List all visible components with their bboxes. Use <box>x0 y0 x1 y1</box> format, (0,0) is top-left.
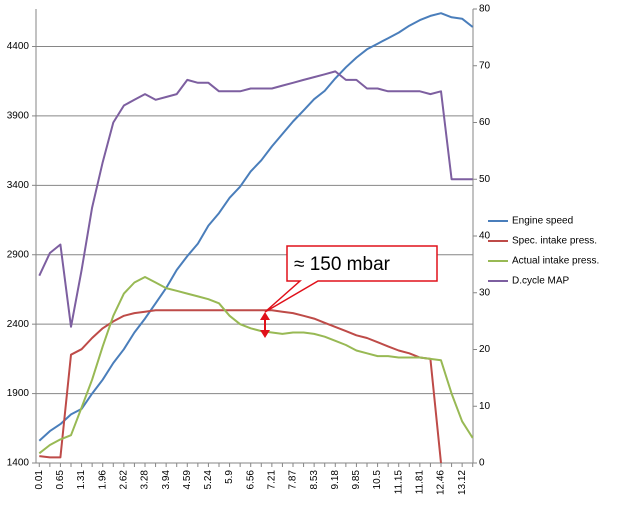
annotation-arrowheads <box>260 312 270 338</box>
series-line <box>38 70 473 328</box>
annotation-text: ≈ 150 mbar <box>294 254 391 275</box>
x-tick-label: 2.62 <box>118 470 129 490</box>
x-tick-label: 5.9 <box>224 470 235 484</box>
y2-tick-label: 40 <box>479 231 491 242</box>
x-tick-label: 1.96 <box>97 470 108 490</box>
y2-tick-label: 70 <box>479 60 491 71</box>
x-tick-label: 1.31 <box>76 470 87 490</box>
annotation: ≈ 150 mbar <box>260 245 438 338</box>
x-tick-label: 10.5 <box>372 470 383 490</box>
annotation-box <box>264 245 438 313</box>
x-tick-label: 3.94 <box>161 470 172 490</box>
y-tick-label: 4400 <box>7 41 30 52</box>
y-tick-label: 3400 <box>7 180 30 191</box>
x-tick-label: 11.81 <box>414 470 425 495</box>
x-tick-label: 9.85 <box>351 470 362 490</box>
y2-tick-label: 50 <box>479 174 491 185</box>
x-tick-label: 5.24 <box>203 470 214 490</box>
plot <box>38 12 474 464</box>
x-tick-label: 13.12 <box>457 470 468 495</box>
x-tick-label: 7.87 <box>288 470 299 490</box>
x-tick-label: 0.65 <box>55 470 66 490</box>
x-tick-label: 9.18 <box>330 470 341 490</box>
y2-tick-label: 80 <box>479 4 491 15</box>
x-tick-label: 6.56 <box>245 470 256 490</box>
series-line <box>38 12 474 442</box>
y-tick-label: 2900 <box>7 249 30 260</box>
series-line <box>38 276 474 455</box>
legend-label: D.cycle MAP <box>512 276 570 287</box>
x-tick-label: 3.28 <box>140 470 151 490</box>
y-tick-label: 1900 <box>7 388 30 399</box>
x-tick-label: 4.59 <box>182 470 193 490</box>
y-tick-label: 3900 <box>7 111 30 122</box>
y2-tick-label: 60 <box>479 117 491 128</box>
legend-label: Actual intake press. <box>512 256 599 267</box>
legend: Engine speed Spec. intake press. Actual in… <box>488 216 599 287</box>
y2-tick-label: 20 <box>479 344 491 355</box>
legend-label: Engine speed <box>512 216 573 227</box>
x-tick-label: 0.01 <box>34 470 45 490</box>
legend-label: Spec. intake press. <box>512 236 597 247</box>
y2-tick-label: 10 <box>479 401 491 412</box>
x-tick-label: 7.21 <box>266 470 277 490</box>
x-tick-label: 11.15 <box>393 470 404 495</box>
series-line <box>39 309 442 464</box>
y-tick-label: 1400 <box>7 458 30 469</box>
y-tick-label: 2400 <box>7 319 30 330</box>
x-tick-label: 8.53 <box>309 470 320 490</box>
y2-tick-label: 30 <box>479 287 491 298</box>
x-tick-label: 12.46 <box>436 470 447 495</box>
y2-tick-label: 0 <box>479 458 485 469</box>
